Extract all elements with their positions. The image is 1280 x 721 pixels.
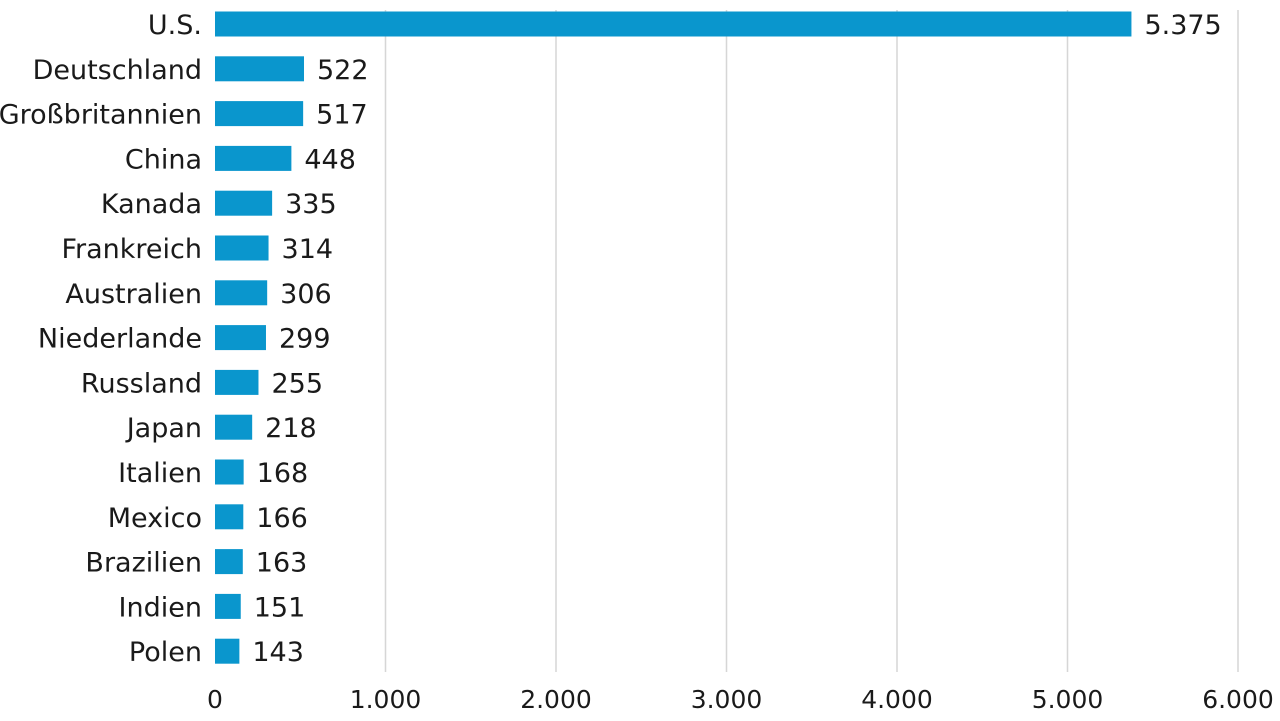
category-label: Mexico [108,503,202,534]
bar [215,414,253,440]
bar [215,369,259,395]
value-label: 255 [271,368,323,399]
value-label: 314 [282,234,334,265]
category-label: Polen [129,637,202,668]
value-label: 335 [285,189,337,220]
bar [215,504,244,530]
category-label: Australien [65,279,202,310]
bar [215,280,268,306]
value-label: 218 [265,413,317,444]
bar [215,11,1132,37]
value-label: 522 [317,55,369,86]
category-labels: U.S. Deutschland Großbritannien China Kanada… [0,10,202,668]
x-axis-tick-labels: 0 1.000 2.000 3.000 4.000 5.000 6.000 [207,685,1274,714]
category-label: Frankreich [61,234,202,265]
category-label: Großbritannien [0,100,202,131]
value-label: 168 [257,458,309,489]
category-label: Kanada [101,189,202,220]
category-label: Deutschland [33,55,202,86]
category-label: China [125,144,202,175]
bar [215,190,273,216]
bar [215,145,292,171]
category-label: Japan [125,413,202,444]
x-tick-label: 2.000 [520,685,592,714]
bar [215,56,305,82]
value-label: 143 [252,637,304,668]
value-label: 166 [256,503,308,534]
value-label: 163 [256,548,308,579]
x-tick-label: 4.000 [861,685,933,714]
value-label: 5.375 [1144,10,1221,41]
bar [215,459,244,485]
value-label: 517 [316,100,368,131]
category-label: U.S. [148,10,202,41]
x-tick-label: 0 [207,685,223,714]
gridlines [384,10,1239,672]
category-label: Italien [118,458,202,489]
bar [215,549,243,575]
bar [215,638,240,664]
value-label: 299 [279,324,331,355]
bars [215,11,1132,664]
x-tick-label: 6.000 [1202,685,1274,714]
value-label: 306 [280,279,332,310]
category-label: Russland [81,368,202,399]
x-tick-label: 3.000 [691,685,763,714]
bar [215,101,304,127]
category-label: Niederlande [38,324,202,355]
x-tick-label: 1.000 [350,685,422,714]
bar [215,235,269,261]
category-label: Indien [119,592,202,623]
bar [215,325,266,351]
bar [215,593,241,619]
value-label: 448 [304,144,356,175]
x-tick-label: 5.000 [1032,685,1104,714]
value-label: 151 [254,592,306,623]
category-label: Brazilien [85,548,202,579]
value-labels: 5.375 522 517 448 335 314 306 299 255 218 168 166 16… [252,10,1221,668]
